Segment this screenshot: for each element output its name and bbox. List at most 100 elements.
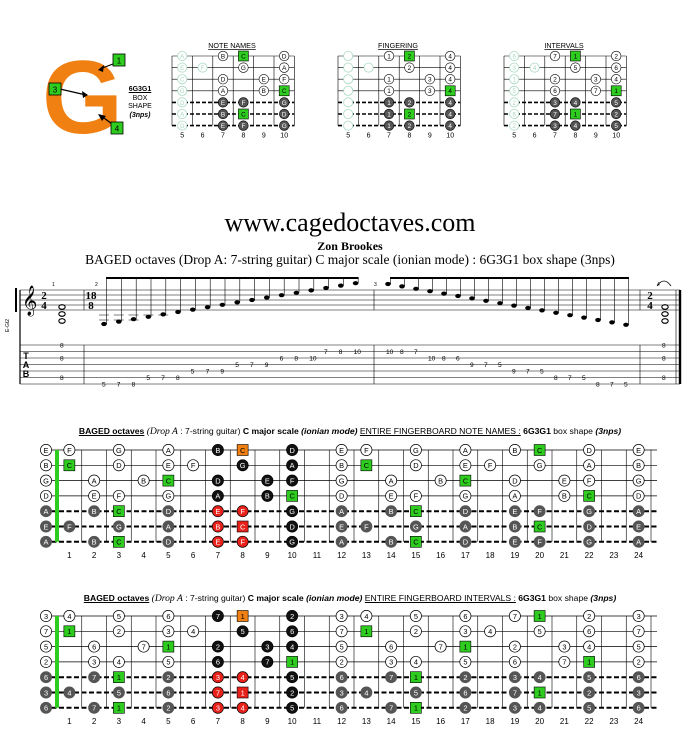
svg-text:D: D (282, 111, 287, 118)
fret-number: 11 (313, 551, 322, 560)
tab-number: 7 (526, 369, 530, 376)
shape-line2: BOX (132, 94, 148, 102)
fretboard-note-label: 2 (290, 612, 294, 621)
box-root-note (404, 50, 415, 62)
box-note (570, 120, 581, 131)
fretboard-note (558, 640, 571, 653)
svg-text:1: 1 (614, 88, 618, 95)
fretboard-note-label: 4 (488, 627, 492, 636)
fretboard-note (88, 505, 101, 518)
fretboard-note-label: 5 (241, 627, 245, 636)
box-note (570, 62, 581, 73)
fretboard-note-label: D (586, 522, 591, 531)
svg-text:4: 4 (448, 88, 452, 95)
svg-text:7: 7 (594, 88, 598, 95)
fretboard-note (40, 474, 52, 487)
fretboard-note-label: G (463, 492, 469, 501)
box-fret-number: 7 (221, 133, 225, 140)
fretboard-root-note (113, 671, 125, 683)
fretboard-note-label: 1 (364, 627, 368, 636)
fretboard-note-label: 3 (637, 688, 641, 697)
staff-note (219, 302, 226, 307)
fretboard-note-label: 4 (414, 658, 418, 667)
fretboard-note (40, 701, 52, 714)
fretboard-note-label: D (463, 538, 468, 547)
staff-note (116, 319, 122, 324)
fretboard-note-label: E (92, 492, 97, 501)
tab-number: 8 (554, 375, 558, 382)
fretboard-note-label: 6 (463, 688, 467, 697)
svg-text:A: A (282, 65, 287, 72)
logo-finger-label: 3 (53, 86, 58, 95)
svg-text:6: 6 (553, 88, 557, 95)
fretboard-root-note (286, 656, 298, 668)
fretboard-note-label: 2 (166, 673, 170, 682)
fretboard-note-label: 1 (67, 627, 71, 636)
fretboard-root-note (459, 640, 472, 653)
shape-logo: G 1 3 4 (42, 45, 126, 145)
box-note (611, 97, 622, 108)
tab-number: 7 (324, 349, 328, 356)
fretboard-root-note (236, 444, 249, 456)
fretboard-note-label: 2 (290, 688, 294, 697)
fretboard-note (459, 459, 472, 472)
fretboard-note (88, 671, 101, 684)
fret-number: 20 (535, 551, 544, 560)
fretboard-note-label: 6 (44, 673, 48, 682)
svg-text:5: 5 (574, 65, 578, 72)
fret-number: 16 (436, 551, 445, 560)
fret-number: 8 (240, 551, 245, 560)
tab-number: 8 (596, 382, 600, 389)
fretboard-note-label: 6 (587, 627, 591, 636)
box-fret-number: 5 (346, 133, 350, 140)
tab-number: 7 (250, 362, 254, 369)
svg-text:2: 2 (408, 123, 412, 130)
fretboard-note (162, 625, 175, 638)
site-url[interactable]: www.cagedoctaves.com (224, 208, 476, 237)
svg-text:1: 1 (387, 111, 391, 118)
fretboard-note (63, 520, 76, 533)
svg-text:D: D (282, 53, 287, 60)
tab-number: 10 (386, 349, 394, 356)
fretboard-note (236, 505, 249, 518)
fretboard-note (211, 505, 224, 518)
fretboard-note-label: 3 (44, 612, 48, 621)
fretboard-note-label: A (290, 461, 295, 470)
fretboard-note (583, 686, 596, 699)
fretboard-note (88, 655, 101, 668)
fretboard-note-label: G (289, 507, 295, 516)
fretboard-root-note (583, 656, 595, 668)
fretboard-note-label: 1 (166, 642, 170, 651)
fretboard-note (459, 444, 472, 456)
staff-note (399, 284, 405, 289)
fretboard-note-label: E (562, 476, 567, 485)
fretboard-note-label: 7 (142, 642, 146, 651)
box-ghost-note (343, 120, 354, 131)
svg-text:4: 4 (448, 53, 452, 60)
fretboard-note-label: E (636, 522, 641, 531)
fretboard-note (335, 459, 348, 472)
fretboard-note (632, 444, 645, 456)
fretboard-note (558, 655, 571, 668)
fretboard-note (40, 489, 52, 502)
fretboard-note (162, 459, 175, 472)
svg-text:2: 2 (408, 65, 412, 72)
box-note (404, 97, 415, 108)
fretboard-note (583, 474, 596, 487)
fretboard-note (632, 474, 645, 487)
box-fret-number: 8 (573, 133, 577, 140)
svg-text:A: A (221, 88, 226, 95)
fretboard-note (261, 640, 274, 653)
fretboard-note (583, 701, 596, 714)
fret-number: 23 (609, 551, 618, 560)
fretboard-note (434, 640, 447, 653)
fretboard-note-label: G (586, 507, 592, 516)
fretboard-note-label: A (44, 507, 49, 516)
fretboard-note (211, 655, 224, 668)
box-root-note (278, 85, 290, 97)
fretboard-note (508, 520, 521, 533)
box-title: NOTE NAMES (208, 41, 256, 50)
fretboard-note-label: 7 (92, 673, 96, 682)
fretboard-note (112, 655, 125, 668)
fret-number: 21 (560, 551, 569, 560)
